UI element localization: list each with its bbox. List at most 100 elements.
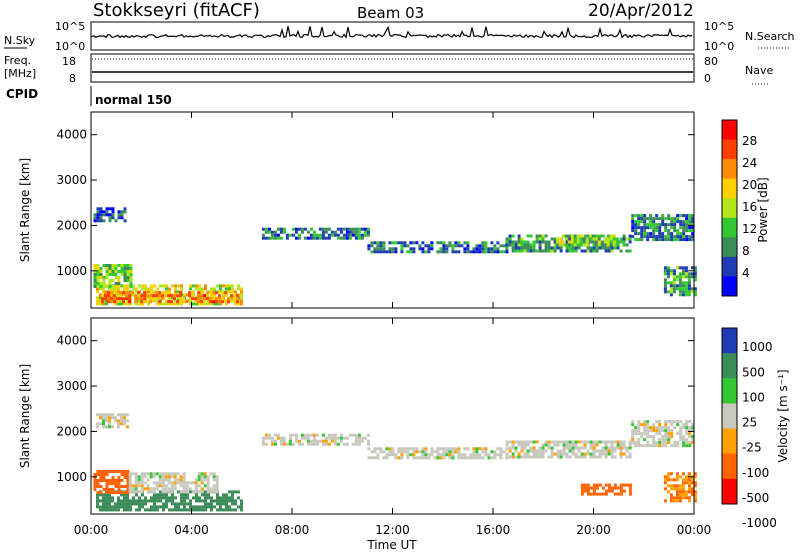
heatmap-cell [143,481,147,485]
heatmap-cell [129,264,133,267]
heatmap-cell [237,496,240,500]
heatmap-cell [96,207,100,211]
heatmap-cell [162,302,165,306]
heatmap-cell [640,423,644,427]
heatmap-cell [451,250,455,254]
heatmap-cell [391,453,395,457]
heatmap-cell [597,237,601,241]
heatmap-cell [565,452,569,456]
heatmap-cell [666,472,670,476]
heatmap-cell [616,440,620,444]
heatmap-cell [173,294,177,298]
heatmap-cell [666,281,670,285]
heatmap-cell [228,499,231,503]
heatmap-cell [210,499,213,503]
heatmap-cell [526,240,530,244]
heatmap-cell [102,505,105,509]
heatmap-cell [182,300,186,304]
heatmap-cell [120,299,123,303]
heatmap-cell [637,220,641,224]
heatmap-cell [673,238,677,242]
heatmap-cell [421,241,425,245]
heatmap-cell [643,220,647,224]
heatmap-cell [126,270,130,273]
heatmap-cell [357,442,361,446]
heatmap-cell [598,449,602,453]
heatmap-cell [276,436,280,440]
heatmap-cell [514,449,518,453]
heatmap-cell [189,302,192,306]
heatmap-cell [140,294,144,298]
heatmap-cell [595,483,599,487]
heatmap-cell [514,440,518,444]
heatmap-cell [128,291,132,295]
heatmap-cell [123,276,127,279]
heatmap-cell [682,423,686,427]
power-colorbar-swatch [722,198,737,219]
heatmap-cell [652,220,656,224]
heatmap-cell [568,455,572,459]
heatmap-cell [652,235,656,239]
heatmap-cell [126,505,129,509]
heatmap-cell [165,499,168,503]
heatmap-cell [661,444,665,448]
heatmap-cell [666,290,670,294]
heatmap-cell [430,450,434,454]
heatmap-cell [579,234,583,238]
heatmap-cell [137,490,141,494]
heatmap-cell [583,483,587,487]
heatmap-cell [363,233,367,237]
nave-label: Nave [745,64,773,77]
heatmap-cell [108,213,112,217]
heatmap-cell [261,442,265,446]
heatmap-cell [176,294,180,298]
heatmap-cell [610,440,614,444]
heatmap-cell [391,447,395,451]
heatmap-cell [221,291,225,295]
heatmap-cell [412,456,416,460]
heatmap-cell [159,302,162,306]
heatmap-cell [508,455,512,459]
heatmap-cell [666,269,670,273]
heatmap-cell [303,436,307,440]
heatmap-cell [366,433,370,437]
heatmap-cell [643,438,647,442]
heatmap-cell [135,290,138,294]
heatmap-cell [222,284,225,288]
heatmap-cell [147,508,150,512]
heatmap-cell [212,291,216,295]
heatmap-cell [273,442,277,446]
heatmap-cell [212,490,216,494]
heatmap-cell [547,455,551,459]
heatmap-cell [192,508,195,512]
heatmap-cell [679,432,683,436]
heatmap-cell [436,241,440,245]
heatmap-cell [216,284,219,288]
heatmap-cell [687,287,691,291]
nsky-series-line [91,25,693,39]
heatmap-cell [138,508,141,512]
heatmap-cell [379,447,383,451]
heatmap-cell [684,287,688,291]
heatmap-cell [191,291,195,295]
heatmap-cell [123,207,127,211]
heatmap-cell [191,490,195,494]
heatmap-cell [598,483,602,487]
heatmap-cell [209,487,213,491]
heatmap-cell [490,250,494,254]
heatmap-cell [342,227,346,231]
heatmap-cell [216,496,219,500]
heatmap-cell [433,456,437,460]
heatmap-cell [606,240,610,244]
heatmap-cell [585,237,589,241]
heatmap-cell [535,234,539,238]
heatmap-cell [270,233,274,237]
heatmap-cell [681,290,685,294]
heatmap-cell [640,235,644,239]
heatmap-cell [171,296,174,300]
heatmap-cell [678,493,682,497]
heatmap-cell [646,435,650,439]
heatmap-cell [664,435,668,439]
heatmap-cell [679,220,683,224]
heatmap-cell [150,499,153,503]
